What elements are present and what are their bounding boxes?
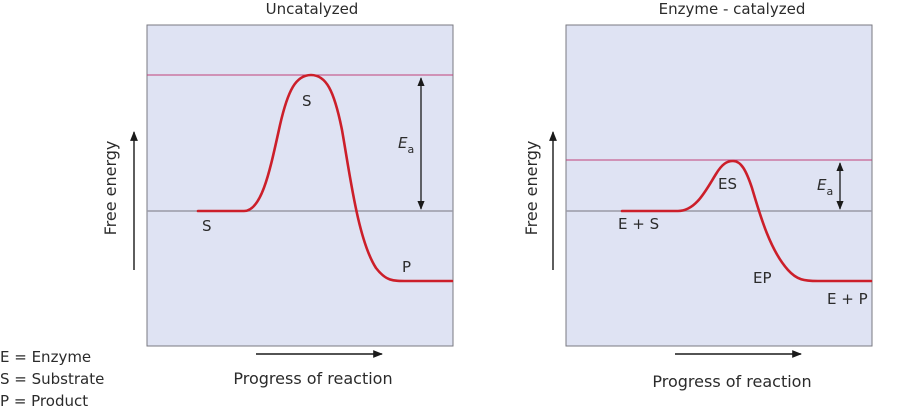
uncatalyzed-y-axis-label: Free energy bbox=[101, 141, 120, 236]
catalyzed-x-axis-label: Progress of reaction bbox=[652, 372, 811, 391]
catalyzed-intermediate-label: EP bbox=[753, 269, 772, 287]
uncatalyzed-title: Uncatalyzed bbox=[266, 0, 359, 18]
catalyzed-start-label: E + S bbox=[618, 215, 659, 233]
catalyzed-end-label: E + P bbox=[827, 290, 868, 308]
catalyzed-peak-label: ES bbox=[718, 175, 737, 193]
uncatalyzed-plot-area bbox=[146, 24, 454, 347]
uncatalyzed-x-axis-label: Progress of reaction bbox=[233, 369, 392, 388]
catalyzed-title: Enzyme - catalyzed bbox=[659, 0, 806, 18]
uncatalyzed-energy-curve bbox=[196, 73, 454, 283]
uncatalyzed-ea-label: Ea bbox=[398, 134, 414, 156]
legend: E = Enzyme S = Substrate P = Product bbox=[0, 348, 104, 408]
legend-item-product: P = Product bbox=[0, 392, 88, 408]
catalyzed-ea-label: Ea bbox=[817, 176, 833, 198]
uncatalyzed-end-label: P bbox=[402, 258, 411, 276]
catalyzed-panel: Enzyme - catalyzed Ea E + S ES EP E + P … bbox=[522, 0, 873, 391]
catalyzed-plot-area bbox=[565, 24, 873, 347]
catalyzed-y-axis-label: Free energy bbox=[522, 141, 541, 236]
uncatalyzed-peak-label: S bbox=[302, 92, 312, 110]
catalyzed-energy-curve bbox=[620, 159, 873, 283]
uncatalyzed-panel: Uncatalyzed Ea S S P Free energy Progres… bbox=[101, 0, 454, 388]
legend-item-substrate: S = Substrate bbox=[0, 370, 104, 388]
legend-item-enzyme: E = Enzyme bbox=[0, 348, 91, 366]
uncatalyzed-start-label: S bbox=[202, 217, 212, 235]
